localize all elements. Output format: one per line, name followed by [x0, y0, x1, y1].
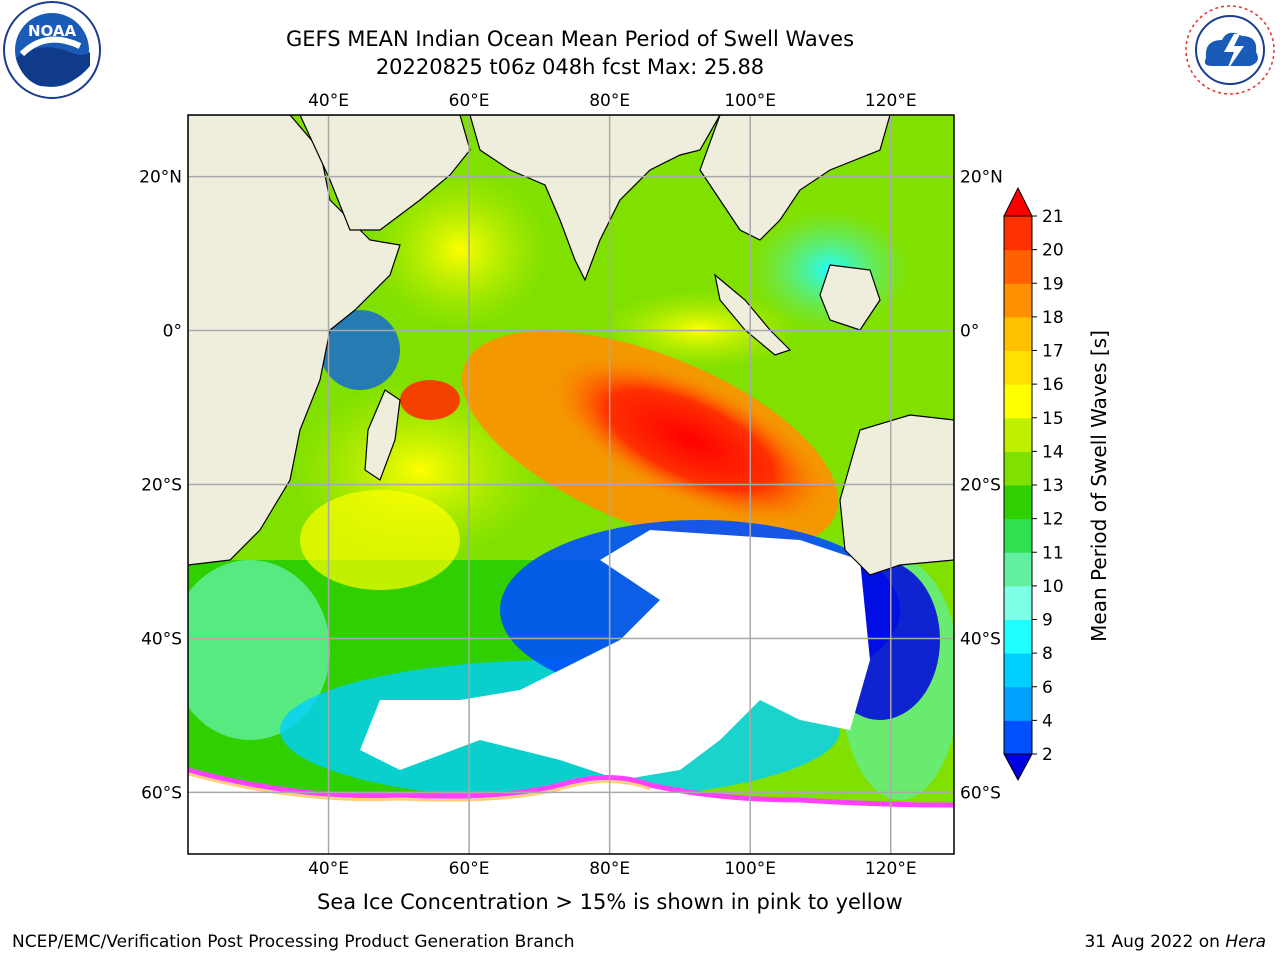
colorbar-tick-label: 16	[1042, 375, 1064, 395]
lon-tick-top: 80°E	[589, 91, 630, 111]
lat-tick-right: 20°N	[960, 168, 1003, 188]
colorbar-segment	[1004, 350, 1032, 385]
lat-tick-right: 20°S	[960, 476, 1001, 496]
sea-ice-edge	[188, 767, 954, 808]
footer-left: NCEP/EMC/Verification Post Processing Pr…	[12, 932, 575, 952]
colorbar-under-arrow	[1003, 753, 1033, 782]
lat-tick-right: 40°S	[960, 629, 1001, 649]
lon-tick-bottom: 120°E	[865, 859, 917, 879]
lon-tick-top: 40°E	[308, 91, 349, 111]
lon-tick-bottom: 40°E	[308, 859, 349, 879]
noaa-logo-text: NOAA	[28, 22, 77, 40]
colorbar-segment	[1004, 485, 1032, 520]
land-sumatra	[714, 273, 792, 356]
colorbar-segment	[1004, 720, 1032, 755]
land-arabia	[299, 115, 471, 231]
lat-tick-right: 0°	[960, 322, 979, 342]
footer-right: 31 Aug 2022 on Hera	[1084, 932, 1266, 952]
colorbar-tick-label: 21	[1042, 207, 1064, 227]
colorbar-tick-label: 13	[1042, 476, 1064, 496]
field-red-west	[400, 380, 460, 420]
chart-title: GEFS MEAN Indian Ocean Mean Period of Sw…	[285, 27, 855, 51]
colorbar-tick-label: 12	[1042, 510, 1064, 530]
antarctic-region	[188, 770, 954, 854]
sea-ice-note: Sea Ice Concentration > 15% is shown in …	[317, 890, 903, 914]
chart-subtitle: 20220825 t06z 048h fcst Max: 25.88	[375, 55, 765, 79]
colorbar-tick-label: 18	[1042, 308, 1064, 328]
land-southeast-asia	[699, 115, 891, 241]
colorbar-segment	[1004, 316, 1032, 351]
colorbar-tick-label: 14	[1042, 442, 1064, 462]
lat-tick-left: 40°S	[141, 629, 182, 649]
colorbar-tick-label: 6	[1042, 678, 1053, 698]
colorbar-segment	[1004, 653, 1032, 688]
colorbar-segment	[1004, 619, 1032, 654]
lat-tick-left: 60°S	[141, 783, 182, 803]
colorbar-segment	[1004, 451, 1032, 486]
colorbar-segment	[1004, 686, 1032, 721]
land-australia	[839, 414, 954, 576]
colorbar-tick-label: 10	[1042, 577, 1064, 597]
colorbar-segment	[1004, 552, 1032, 587]
no-data-region	[360, 530, 870, 780]
land	[188, 115, 954, 576]
noaa-logo-icon: NOAA	[3, 1, 101, 99]
colorbar-tick-label: 19	[1042, 274, 1064, 294]
colorbar-segment	[1004, 249, 1032, 284]
colorbar-tick-label: 8	[1042, 644, 1053, 664]
lat-tick-right: 60°S	[960, 783, 1001, 803]
lon-tick-top: 100°E	[724, 91, 776, 111]
lon-tick-top: 120°E	[865, 91, 917, 111]
lat-tick-left: 20°S	[141, 476, 182, 496]
field-yellow-south	[300, 490, 460, 590]
colorbar-segment	[1004, 384, 1032, 419]
field-red-core	[551, 356, 829, 524]
colorbar-segment	[1004, 283, 1032, 318]
lon-tick-bottom: 60°E	[449, 859, 490, 879]
lon-tick-top: 60°E	[449, 91, 490, 111]
colorbar-tick-label: 9	[1042, 611, 1053, 631]
gridlines	[188, 115, 954, 854]
colorbar-segment	[1004, 216, 1032, 251]
lon-tick-bottom: 100°E	[724, 859, 776, 879]
colorbar-tick-label: 17	[1042, 342, 1064, 362]
tick-labels: 40°E 40°E 60°E 60°E 80°E 80°E 100°E 100°E 120°E 1…	[139, 91, 1003, 879]
nws-logo-icon	[1184, 4, 1276, 96]
land-africa	[188, 115, 401, 566]
footer-host: Hera	[1225, 932, 1266, 952]
colorbar-over-arrow	[1003, 186, 1033, 217]
lon-tick-bottom: 80°E	[589, 859, 630, 879]
colorbar-segment	[1004, 585, 1032, 620]
colorbar-label: Mean Period of Swell Waves [s]	[1087, 330, 1111, 642]
colorbar-tick-label: 11	[1042, 543, 1064, 563]
colorbar-tick-label: 2	[1042, 745, 1053, 765]
colorbar-segment	[1004, 417, 1032, 452]
land-madagascar	[364, 389, 401, 481]
colorbar-tick-label: 4	[1042, 711, 1053, 731]
colorbar: 2 4 6 8 9 10 11 12 13 14 15 16 17 18 19 20 21	[1003, 186, 1064, 782]
lat-tick-left: 20°N	[139, 168, 182, 188]
field-aqua-southwest	[188, 560, 330, 740]
colorbar-segment	[1004, 518, 1032, 553]
lat-tick-left: 0°	[163, 322, 182, 342]
field-yellow-arabian	[370, 170, 550, 330]
footer-date: 31 Aug 2022 on	[1084, 932, 1226, 952]
colorbar-tick-label: 15	[1042, 409, 1064, 429]
map-frame	[187, 114, 955, 855]
colorbar-tick-label: 20	[1042, 241, 1064, 261]
land-india	[469, 115, 721, 282]
